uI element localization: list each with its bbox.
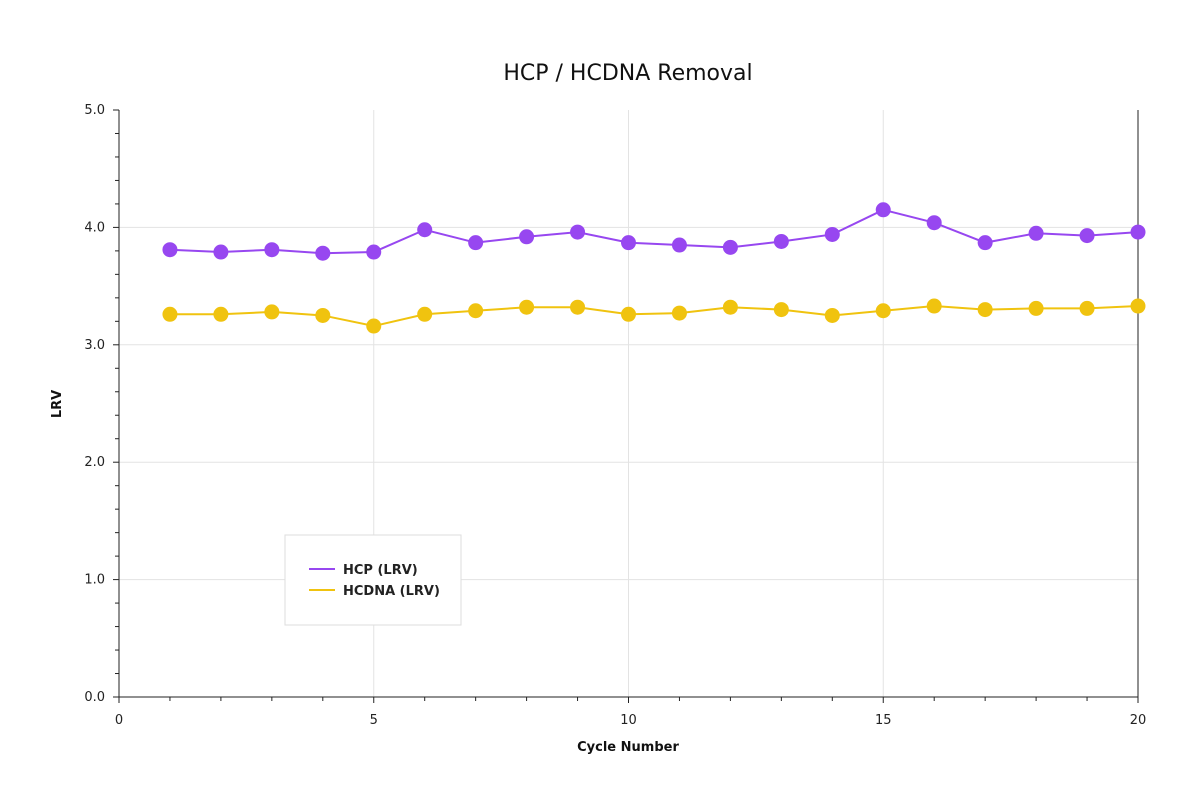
data-point: [570, 299, 586, 315]
data-point: [366, 244, 382, 260]
data-point: [977, 302, 993, 318]
series-hcdna: [162, 298, 1146, 334]
data-point: [1130, 298, 1146, 314]
data-point: [875, 202, 891, 218]
data-point: [722, 299, 738, 315]
data-point: [671, 305, 687, 321]
data-point: [773, 302, 789, 318]
x-tick-label: 0: [115, 713, 123, 728]
y-tick-label: 1.0: [84, 573, 105, 588]
data-point: [315, 307, 331, 323]
data-point: [824, 226, 840, 242]
y-tick-label: 4.0: [84, 220, 105, 235]
y-axis-label: LRV: [50, 390, 65, 418]
data-point: [264, 304, 280, 320]
data-point: [824, 307, 840, 323]
series-hcp: [162, 202, 1146, 261]
x-tick-label: 20: [1130, 713, 1147, 728]
data-point: [468, 235, 484, 251]
data-point: [1130, 224, 1146, 240]
data-point: [875, 303, 891, 319]
data-point: [926, 215, 942, 231]
x-tick-label: 5: [370, 713, 378, 728]
data-point: [1079, 228, 1095, 244]
x-axis-label: Cycle Number: [577, 740, 679, 755]
data-point: [519, 299, 535, 315]
data-point: [977, 235, 993, 251]
legend-label: HCDNA (LRV): [343, 584, 440, 599]
data-point: [722, 239, 738, 255]
chart-title: HCP / HCDNA Removal: [503, 61, 752, 86]
data-point: [162, 306, 178, 322]
data-point: [570, 224, 586, 240]
data-point: [621, 235, 636, 251]
y-tick-label: 3.0: [84, 338, 105, 353]
x-tick-label: 15: [875, 713, 892, 728]
data-point: [773, 233, 789, 249]
data-point: [621, 306, 636, 322]
data-point: [417, 222, 433, 238]
data-point: [162, 242, 178, 258]
data-point: [417, 306, 433, 322]
data-point: [671, 237, 687, 253]
grid: [119, 110, 1138, 697]
series-layer: [162, 202, 1146, 334]
data-point: [213, 306, 229, 322]
data-point: [519, 229, 535, 245]
data-point: [264, 242, 280, 258]
data-point: [366, 318, 382, 334]
y-tick-label: 2.0: [84, 455, 105, 470]
legend: HCP (LRV) HCDNA (LRV): [284, 534, 462, 626]
data-point: [1028, 300, 1044, 316]
data-point: [926, 298, 942, 314]
data-point: [315, 245, 331, 261]
y-tick-label: 5.0: [84, 103, 105, 118]
series-line: [169, 208, 1139, 255]
series-line: [169, 305, 1139, 328]
y-tick-label: 0.0: [84, 690, 105, 705]
data-point: [213, 244, 229, 260]
axes: 0 5 10 15 20 0.0 1.0 2.0 3.0 4.0 5.0: [84, 103, 1146, 728]
data-point: [1079, 300, 1095, 316]
legend-label: HCP (LRV): [343, 563, 418, 578]
legend-box: [284, 534, 462, 626]
data-point: [468, 303, 484, 319]
data-point: [1028, 225, 1044, 241]
x-tick-label: 10: [620, 713, 637, 728]
